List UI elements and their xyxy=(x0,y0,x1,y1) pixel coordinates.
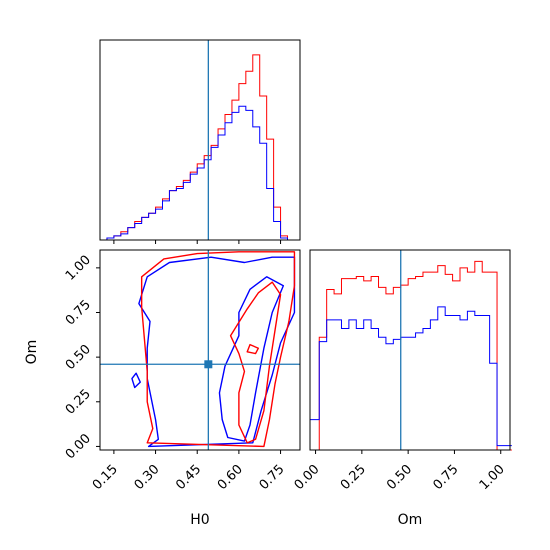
joint-x-tick-label-0: 0.15 xyxy=(90,462,121,493)
joint-y-tick-label-4: 1.00 xyxy=(63,253,94,284)
om-histogram-blue xyxy=(309,306,512,450)
contour-red-1 xyxy=(140,251,296,448)
contour-group xyxy=(131,251,296,448)
x-axis-label-h0: H0 xyxy=(190,512,209,528)
h0-marginal-panel xyxy=(99,39,301,244)
joint-y-tick-label-0: 0.00 xyxy=(63,431,94,462)
contour-red-3 xyxy=(229,281,282,444)
joint-x-tick-label-2: 0.45 xyxy=(173,462,204,493)
h0-histogram-red xyxy=(100,54,295,241)
om-marginal-x-tick-label-0: 0.00 xyxy=(292,462,323,493)
contour-blue-4 xyxy=(131,372,141,389)
joint-y-tick-label-3: 0.75 xyxy=(63,297,94,328)
joint-frame xyxy=(99,249,301,451)
om-marginal-x-tick-label-4: 1.00 xyxy=(477,462,508,493)
x-axis-label-om: Om xyxy=(398,512,423,528)
h0-histogram-blue xyxy=(100,105,295,241)
joint-y-tick-label-2: 0.50 xyxy=(63,342,94,373)
joint-x-tick-label-4: 0.75 xyxy=(257,462,288,493)
contour-blue-2 xyxy=(218,276,285,442)
truth-marker xyxy=(204,360,213,369)
om-marginal-x-tick-label-1: 0.25 xyxy=(338,462,369,493)
y-axis-label-om: Om xyxy=(24,340,40,365)
h0-om-joint-panel: 0.15 0.30 0.45 0.60 0.75 0.00 0.25 0.50 0.75 1.00 xyxy=(63,249,301,493)
contour-red-5 xyxy=(246,343,260,355)
om-marginal-x-tick-label-2: 0.50 xyxy=(384,462,415,493)
om-marginal-x-tick-label-3: 0.75 xyxy=(430,462,461,493)
joint-x-tick-label-3: 0.60 xyxy=(215,462,246,493)
om-histogram-red xyxy=(310,260,512,451)
h0-marginal-frame xyxy=(99,39,301,241)
joint-y-tick-label-1: 0.25 xyxy=(63,387,94,418)
joint-x-tick-label-1: 0.30 xyxy=(132,462,163,493)
om-marginal-panel: 0.00 0.25 0.50 0.75 1.00 xyxy=(292,249,512,493)
om-marginal-frame xyxy=(309,249,511,451)
